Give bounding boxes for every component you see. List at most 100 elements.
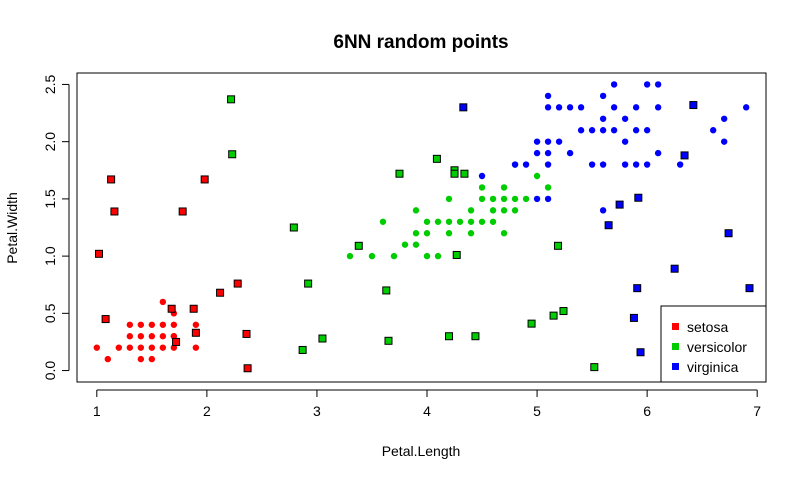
setosa-point xyxy=(159,321,167,328)
setosa-square-point xyxy=(95,249,104,258)
versicolor-point xyxy=(522,195,530,203)
virginica-point xyxy=(577,127,585,134)
setosa-square-point xyxy=(200,175,209,184)
virginica-point xyxy=(610,127,618,134)
virginica-point xyxy=(654,81,662,88)
setosa-point xyxy=(126,344,134,351)
virginica-point xyxy=(544,104,552,111)
versicolor-point xyxy=(445,230,453,237)
virginica-point xyxy=(643,81,651,88)
versicolor-point xyxy=(500,195,508,203)
y-tick-label: 2.5 xyxy=(42,75,58,95)
versicolor-square-point xyxy=(450,169,459,178)
versicolor-point xyxy=(445,195,453,203)
versicolor-point xyxy=(467,230,475,237)
virginica-square-point xyxy=(633,284,642,293)
virginica-point xyxy=(599,161,607,168)
versicolor-point xyxy=(511,207,519,214)
virginica-point xyxy=(577,104,585,111)
setosa-point xyxy=(170,344,178,351)
virginica-point xyxy=(632,127,640,134)
virginica-point xyxy=(588,127,596,134)
setosa-point xyxy=(192,321,200,328)
versicolor-square-point xyxy=(549,311,558,320)
versicolor-point xyxy=(379,218,387,225)
setosa-point xyxy=(126,321,134,328)
setosa-square-point xyxy=(178,207,187,216)
y-tick-label: 2.0 xyxy=(42,132,58,152)
data-points xyxy=(93,81,754,373)
virginica-point xyxy=(544,149,552,157)
virginica-point xyxy=(610,104,618,111)
versicolor-point xyxy=(423,252,431,260)
versicolor-point xyxy=(368,252,376,260)
x-tick-label: 7 xyxy=(753,403,761,419)
virginica-point xyxy=(599,127,607,134)
virginica-square-point xyxy=(604,221,613,230)
versicolor-point xyxy=(412,230,420,237)
setosa-point xyxy=(148,344,156,351)
virginica-point xyxy=(544,138,552,145)
versicolor-point xyxy=(412,207,420,214)
setosa-square-point xyxy=(216,288,225,297)
versicolor-point xyxy=(478,195,486,203)
virginica-point xyxy=(643,127,651,134)
y-tick-label: 1.5 xyxy=(42,189,58,209)
versicolor-point xyxy=(511,195,519,203)
virginica-square-point xyxy=(634,193,643,202)
versicolor-point xyxy=(423,230,431,237)
versicolor-point xyxy=(346,252,354,260)
setosa-square-point xyxy=(101,315,110,324)
legend-swatch-setosa xyxy=(672,323,679,330)
y-tick-label: 1.0 xyxy=(42,246,58,266)
virginica-point xyxy=(533,149,541,157)
setosa-square-point xyxy=(107,175,116,184)
virginica-point xyxy=(555,104,563,111)
virginica-point xyxy=(621,115,629,122)
virginica-point xyxy=(599,92,607,100)
x-tick-label: 5 xyxy=(533,403,541,419)
virginica-point xyxy=(720,138,728,145)
versicolor-square-point xyxy=(228,150,237,159)
versicolor-square-point xyxy=(445,332,454,341)
versicolor-point xyxy=(544,184,552,191)
setosa-point xyxy=(93,344,101,351)
versicolor-point xyxy=(390,252,398,260)
x-tick-label: 3 xyxy=(313,403,321,419)
setosa-square-point xyxy=(233,279,242,288)
virginica-square-point xyxy=(689,101,698,110)
versicolor-point xyxy=(533,172,541,180)
versicolor-square-point xyxy=(304,279,313,288)
versicolor-point xyxy=(434,218,442,225)
virginica-point xyxy=(533,195,541,203)
virginica-square-point xyxy=(615,200,624,209)
virginica-point xyxy=(566,149,574,157)
setosa-point xyxy=(148,333,156,340)
virginica-point xyxy=(544,161,552,168)
versicolor-square-point xyxy=(432,154,441,163)
versicolor-point xyxy=(489,218,497,225)
virginica-point xyxy=(511,161,519,168)
plot-frame xyxy=(76,72,767,383)
virginica-point xyxy=(709,127,717,134)
setosa-point xyxy=(137,344,145,351)
setosa-square-point xyxy=(243,364,252,373)
x-tick-label: 4 xyxy=(423,403,431,419)
setosa-point xyxy=(137,333,145,340)
versicolor-square-point xyxy=(460,169,469,178)
virginica-point xyxy=(566,104,574,111)
versicolor-point xyxy=(478,218,486,225)
virginica-point xyxy=(522,161,530,168)
versicolor-point xyxy=(478,184,486,191)
virginica-point xyxy=(654,104,662,111)
setosa-square-point xyxy=(167,304,176,313)
virginica-square-point xyxy=(636,348,645,357)
versicolor-square-point xyxy=(298,345,307,354)
versicolor-square-point xyxy=(289,223,298,232)
virginica-point xyxy=(720,115,728,122)
versicolor-point xyxy=(467,207,475,214)
setosa-point xyxy=(159,298,167,306)
setosa-point xyxy=(148,321,156,328)
versicolor-point xyxy=(500,184,508,191)
virginica-point xyxy=(621,138,629,145)
